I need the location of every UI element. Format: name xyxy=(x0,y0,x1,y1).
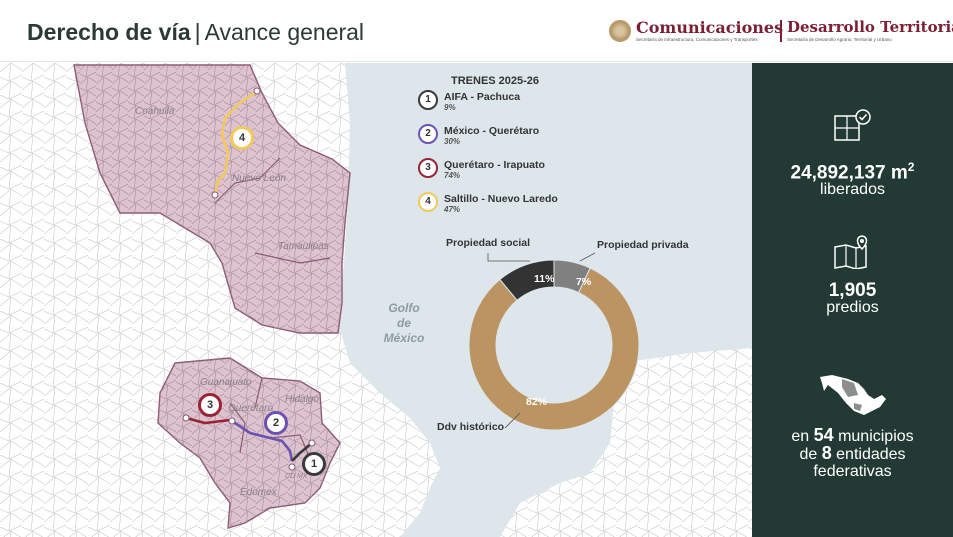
state-label-queretaro: Querétaro xyxy=(228,403,274,414)
leader-ddv xyxy=(504,412,521,429)
national-seal-icon xyxy=(609,20,631,42)
page-title: Derecho de vía | Avance general xyxy=(27,19,365,45)
donut-value-ddv: 82% xyxy=(526,396,548,408)
map-badge-3: 3 xyxy=(198,393,222,417)
donut-value-privada: 7% xyxy=(576,276,592,288)
map-badge-1: 1 xyxy=(302,452,326,476)
state-label-coahuila: Coahuila xyxy=(135,106,175,117)
gulf-label: Golfo de México xyxy=(383,301,425,345)
legend-item: 4 Saltillo - Nuevo Laredo 47% xyxy=(418,192,588,216)
leader-social xyxy=(487,253,530,262)
legend-item: 1 AIFA - Pachuca 9% xyxy=(418,90,588,114)
map-panel: Coahuila Nuevo León Tamaulipas Guanajuat… xyxy=(0,63,752,537)
map-badge-4: 4 xyxy=(230,126,254,150)
mexico-map-icon xyxy=(820,375,886,415)
map-svg xyxy=(0,63,752,537)
predios-label: predios xyxy=(826,299,879,316)
legend-badge: 1 xyxy=(418,90,438,110)
map-pin-icon xyxy=(834,235,868,269)
route-1-line xyxy=(291,442,313,462)
header: Derecho de vía | Avance general Comunicaci… xyxy=(0,0,953,62)
donut-label-privada: Propiedad privada xyxy=(597,239,689,251)
donut-label-ddv: Ddv histórico xyxy=(437,421,505,433)
logo-desarrollo: Desarrollo Territorial xyxy=(787,18,953,36)
legend-badge: 3 xyxy=(418,158,438,178)
state-label-edomex: Edomex xyxy=(240,487,277,498)
legend-item: 3 Querétaro - Irapuato 74% xyxy=(418,158,588,182)
area-value: 24,892,137 m2 xyxy=(790,160,915,184)
state-label-guanajuato: Guanajuato xyxy=(200,377,252,388)
map-badge-2: 2 xyxy=(264,411,288,435)
logo-comunicaciones: Comunicaciones xyxy=(636,18,784,37)
leader-privada xyxy=(579,252,596,262)
legend-title: TRENES 2025-26 xyxy=(451,75,540,87)
logo-divider xyxy=(780,20,782,42)
puzzle-check-icon xyxy=(834,109,871,141)
legend-badge: 2 xyxy=(418,124,438,144)
government-logos: Comunicaciones Secretaría de Infraestruc… xyxy=(609,18,953,48)
route-3-line xyxy=(185,416,231,425)
donut-value-social: 11% xyxy=(534,273,555,285)
state-label-hidalgo: Hidalgo xyxy=(285,394,319,405)
route-2-line xyxy=(231,419,294,462)
area-label: liberados xyxy=(820,181,885,198)
legend-item: 2 México - Querétaro 30% xyxy=(418,124,588,148)
entities-summary: en 54 municipios de 8 entidades federati… xyxy=(791,425,914,480)
predios-value: 1,905 xyxy=(828,280,877,301)
donut-slice xyxy=(468,267,640,431)
state-label-cdmx: CD MX xyxy=(285,473,308,480)
logo-comunicaciones-sub: Secretaría de Infraestructura, Comunicac… xyxy=(636,37,758,42)
stats-sidebar: 24,892,137 m2 liberados 1,905 predios en… xyxy=(752,63,953,537)
logo-desarrollo-sub: Secretaría de Desarrollo Agrario, Territ… xyxy=(787,37,892,42)
state-label-tamaulipas: Tamaulipas xyxy=(278,241,329,252)
state-label-nuevo-leon: Nuevo León xyxy=(232,173,286,184)
donut-label-social: Propiedad social xyxy=(446,237,531,249)
route-4-line xyxy=(213,89,258,196)
legend-badge: 4 xyxy=(418,192,438,212)
donut-chart xyxy=(468,259,640,431)
